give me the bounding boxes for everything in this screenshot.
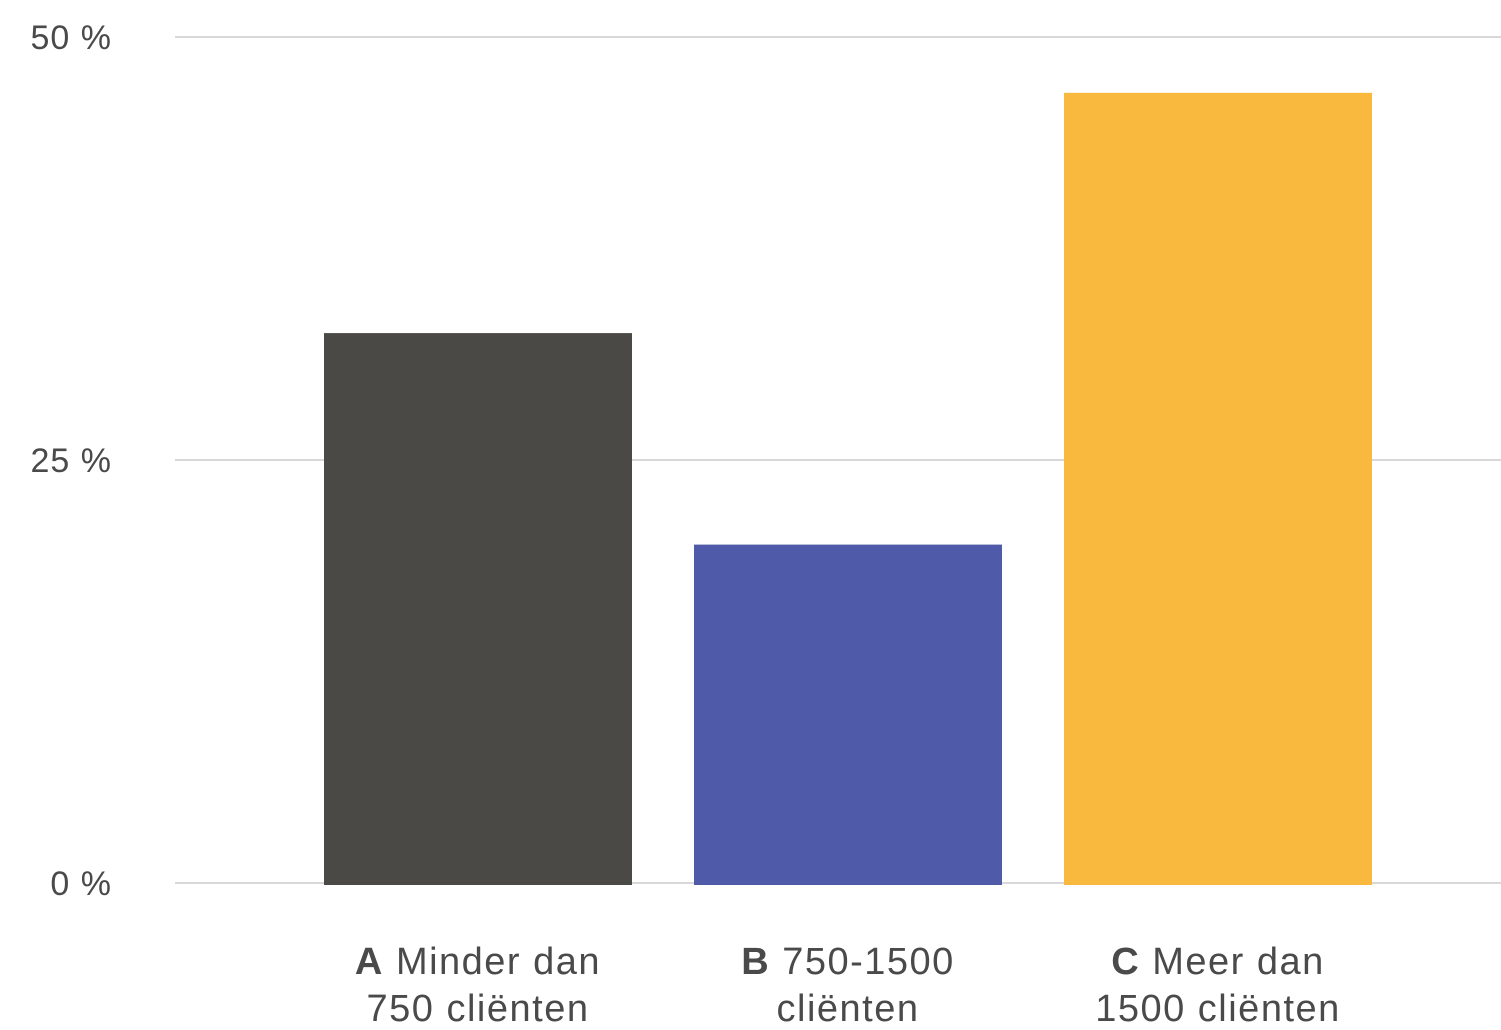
x-axis-category-labels: A Minder dan 750 cliënten B 750-1500 cliënt… — [355, 941, 1341, 1030]
category-label-b-line2: cliënten — [777, 988, 920, 1030]
category-text: Minder dan — [396, 941, 601, 983]
category-letter: B — [741, 941, 770, 983]
category-label-a-line1: A Minder dan — [355, 941, 601, 983]
category-label-a-line2: 750 cliënten — [367, 988, 590, 1030]
category-letter: C — [1111, 941, 1140, 983]
bar-b — [694, 544, 1002, 885]
category-text: Meer dan — [1152, 941, 1325, 983]
y-tick-label-2: 50 % — [31, 19, 113, 57]
bar-a — [324, 333, 632, 886]
category-label-c-line1: C Meer dan — [1111, 941, 1325, 983]
bar-c — [1064, 92, 1372, 885]
y-tick-label-1: 25 % — [31, 442, 113, 480]
y-axis-tick-labels: 0 % 25 % 50 % — [31, 19, 113, 903]
category-label-b-line1: B 750-1500 — [741, 941, 955, 983]
category-label-c-line2: 1500 cliënten — [1095, 988, 1341, 1030]
category-letter: A — [355, 941, 384, 983]
category-text: 750-1500 — [782, 941, 955, 983]
bars — [324, 92, 1372, 886]
y-tick-label-0: 0 % — [50, 865, 112, 903]
